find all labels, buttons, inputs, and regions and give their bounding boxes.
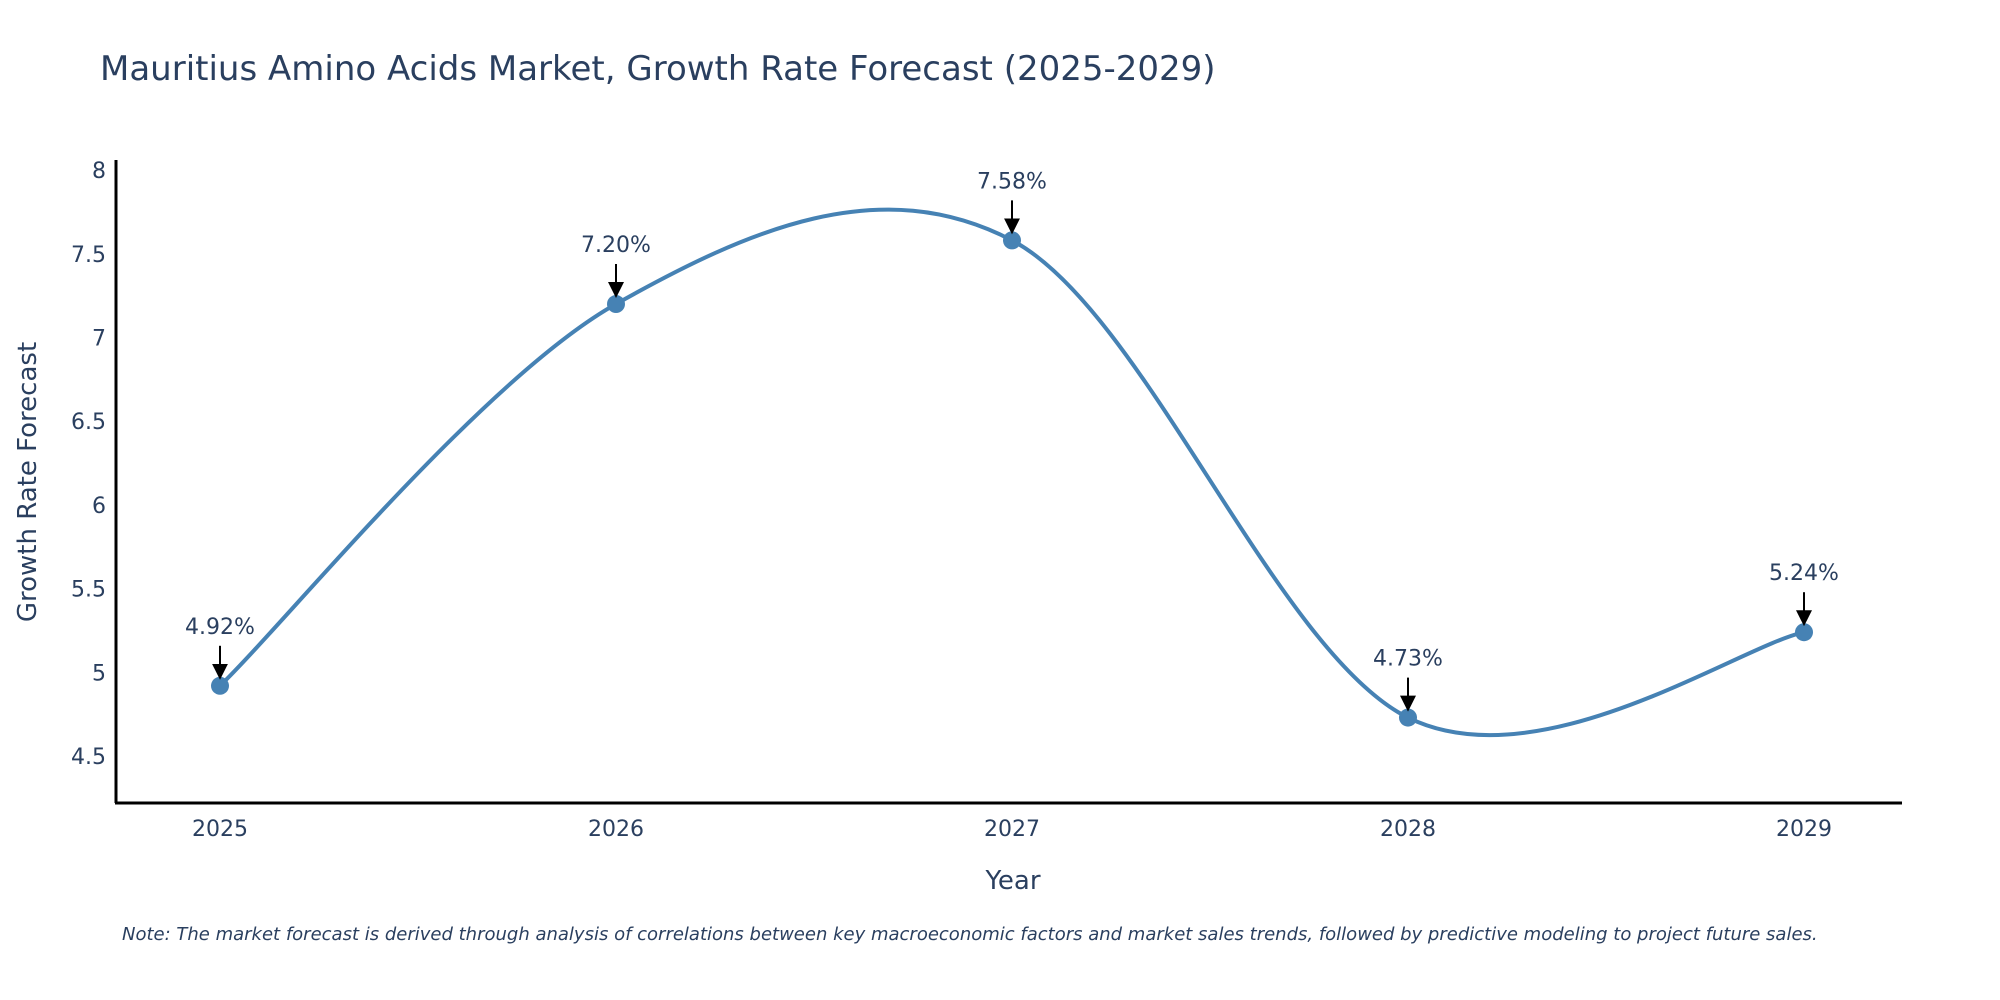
y-tick-label: 6 bbox=[92, 494, 106, 519]
x-tick-label: 2028 bbox=[1380, 817, 1436, 842]
data-point-2029 bbox=[1795, 623, 1813, 642]
data-label: 5.24% bbox=[1769, 561, 1839, 586]
chart-title: Mauritius Amino Acids Market, Growth Rat… bbox=[100, 49, 1216, 89]
x-axis-title: Year bbox=[984, 866, 1040, 896]
data-points bbox=[211, 231, 1813, 727]
data-label: 4.92% bbox=[185, 615, 255, 640]
y-axis-title: Growth Rate Forecast bbox=[13, 342, 43, 622]
data-labels: 4.92% 7.20% 7.58% 4.73% 5.24% bbox=[185, 169, 1839, 712]
x-tick-label: 2029 bbox=[1776, 817, 1832, 842]
y-tick-label: 4.5 bbox=[71, 745, 106, 770]
series-line bbox=[218, 207, 1805, 738]
y-tick-label: 5 bbox=[92, 661, 106, 686]
y-tick-label: 6.5 bbox=[71, 410, 106, 435]
x-tick-label: 2026 bbox=[588, 817, 644, 842]
y-tick-label: 7.5 bbox=[71, 243, 106, 268]
y-tick-label: 5.5 bbox=[71, 578, 106, 603]
x-axis-ticks: 2025 2026 2027 2028 2029 bbox=[192, 817, 1832, 842]
chart-note: Note: The market forecast is derived thr… bbox=[122, 924, 1818, 945]
data-label: 7.58% bbox=[977, 169, 1047, 194]
data-point-2025 bbox=[211, 676, 229, 695]
x-tick-label: 2025 bbox=[192, 817, 248, 842]
x-tick-label: 2027 bbox=[984, 817, 1040, 842]
data-point-2026 bbox=[607, 295, 625, 314]
data-point-2028 bbox=[1399, 708, 1417, 727]
y-axis-ticks: 4.5 5 5.5 6 6.5 7 7.5 8 bbox=[71, 159, 106, 770]
data-label: 7.20% bbox=[581, 233, 651, 258]
y-tick-label: 7 bbox=[92, 326, 106, 351]
data-point-2027 bbox=[1003, 231, 1021, 250]
y-tick-label: 8 bbox=[92, 159, 106, 184]
data-label: 4.73% bbox=[1373, 647, 1443, 672]
